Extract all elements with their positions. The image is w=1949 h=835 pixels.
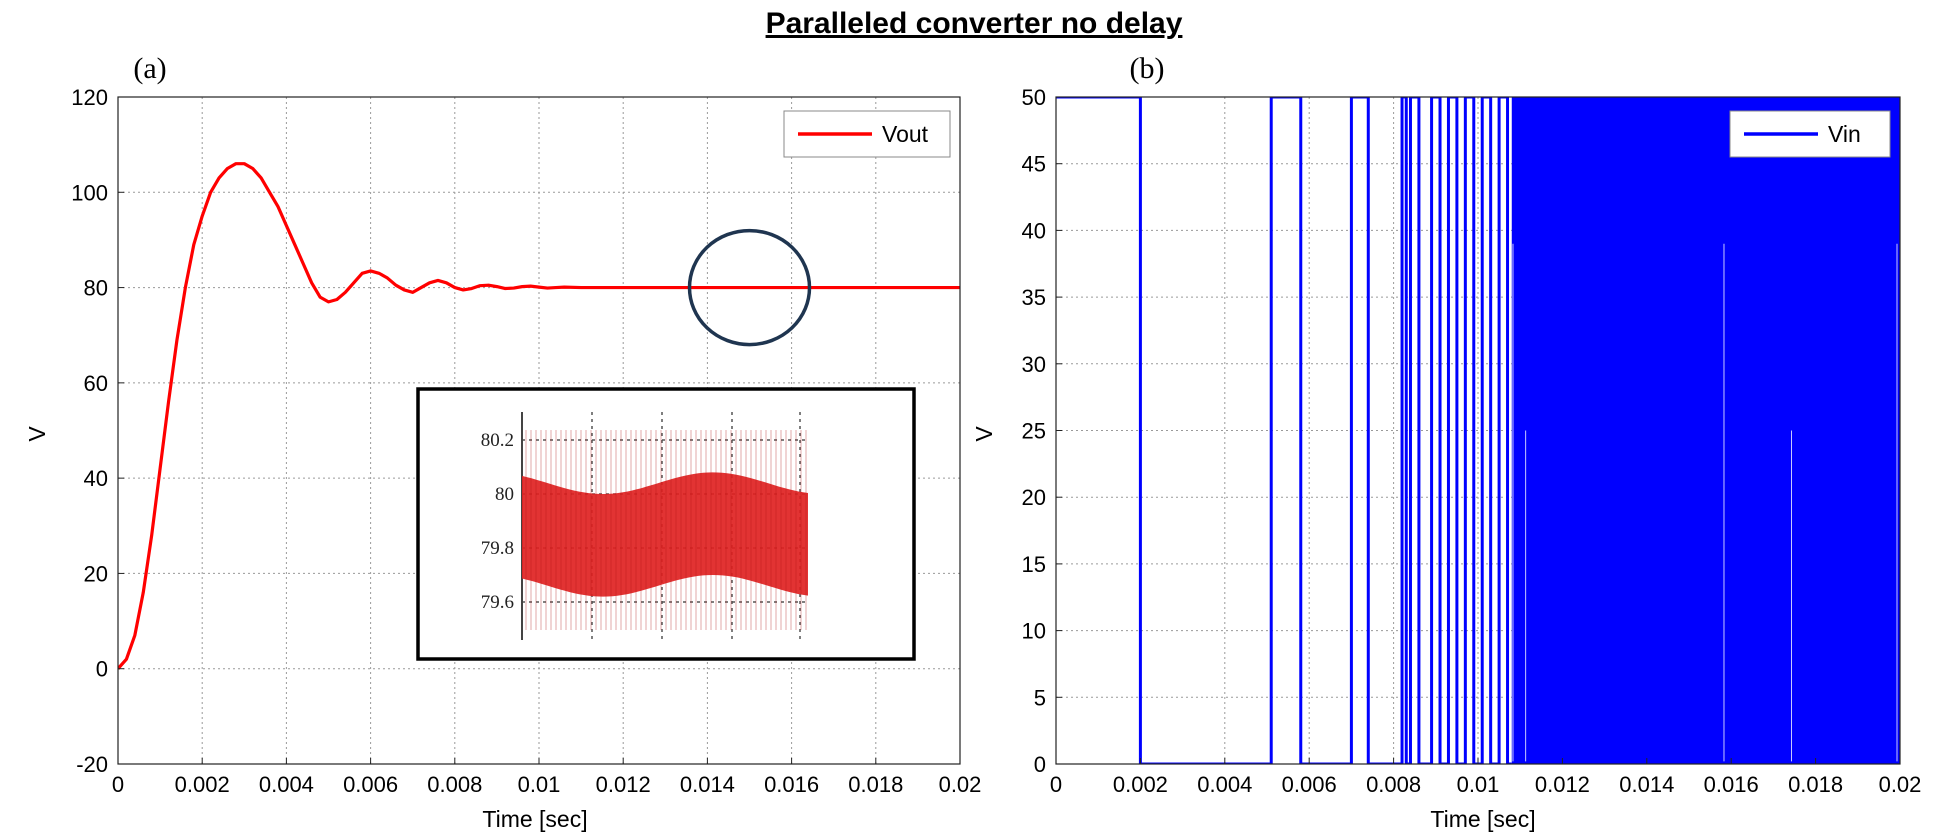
inset-y-tick-label: 80.2 [481, 430, 514, 451]
x-axis-label-a: Time [sec] [482, 806, 587, 832]
x-tick-label: 0 [112, 772, 124, 797]
y-tick-label: 80 [84, 276, 108, 301]
y-tick-label: 40 [1022, 218, 1046, 243]
panel-label-a: (a) [133, 52, 166, 85]
panel-label-b: (b) [1130, 52, 1165, 85]
plot-area-b [1056, 97, 1900, 764]
x-tick-label: 0.01 [1457, 772, 1500, 797]
y-tick-label: 0 [96, 657, 108, 682]
x-tick-label: 0.008 [1366, 772, 1421, 797]
y-tick-label: 15 [1022, 552, 1046, 577]
inset-y-tick-label: 79.8 [481, 538, 514, 559]
x-tick-label: 0.018 [848, 772, 903, 797]
plot-area-a [118, 162, 960, 670]
inset-ripple-band [522, 472, 808, 597]
legend-label-b: Vin [1828, 121, 1861, 147]
x-tick-label: 0.006 [343, 772, 398, 797]
x-tick-label: 0.016 [764, 772, 819, 797]
highlight-circle [687, 228, 812, 347]
chart-panel-a: (a) V Time [sec] 0 0.002 0.004 0.006 0.008 0.… [24, 52, 981, 832]
y-axis-label-a: V [24, 426, 50, 442]
zoom-inset: 80.2 80 79.8 79.6 [416, 387, 916, 661]
x-tick-label: 0.002 [175, 772, 230, 797]
x-tick-label: 0.008 [427, 772, 482, 797]
x-tick-label: 0.01 [518, 772, 561, 797]
series-line-vin [1056, 97, 1512, 764]
y-tick-label: 120 [71, 85, 108, 110]
x-axis-label-b: Time [sec] [1430, 806, 1535, 832]
x-tick-label: 0.002 [1113, 772, 1168, 797]
inset-y-tick-label: 79.6 [481, 592, 514, 613]
x-tick-label: 0 [1050, 772, 1062, 797]
y-tick-label: 25 [1022, 419, 1046, 444]
y-tick-label: 5 [1034, 685, 1046, 710]
y-tick-label: 35 [1022, 285, 1046, 310]
y-tick-label: 20 [84, 561, 108, 586]
x-tick-label: 0.018 [1788, 772, 1843, 797]
inset-y-tick-label: 80 [495, 484, 514, 505]
x-tick-label: 0.014 [1619, 772, 1674, 797]
y-tick-label: 20 [1022, 485, 1046, 510]
y-tick-label: -20 [76, 752, 108, 777]
x-tick-label: 0.014 [680, 772, 735, 797]
y-tick-label: 40 [84, 466, 108, 491]
y-axis-label-b: V [971, 426, 997, 442]
y-tick-label: 10 [1022, 619, 1046, 644]
x-tick-label: 0.02 [939, 772, 982, 797]
y-tick-label: 0 [1034, 752, 1046, 777]
x-tick-label: 0.02 [1879, 772, 1922, 797]
y-tick-label: 50 [1022, 85, 1046, 110]
series-vin-dense-switching [1511, 97, 1900, 764]
y-tick-label: 45 [1022, 152, 1046, 177]
series-line-vout [118, 162, 960, 670]
x-tick-label: 0.004 [1197, 772, 1252, 797]
x-tick-label: 0.012 [1535, 772, 1590, 797]
chart-panel-b: (b) V Time [sec] 0 0.002 0.004 0.006 0.008 0.… [971, 52, 1921, 832]
x-tick-label: 0.016 [1704, 772, 1759, 797]
figure-title: Paralleled converter no delay [766, 7, 1183, 40]
y-tick-label: 100 [71, 180, 108, 205]
x-tick-label: 0.012 [596, 772, 651, 797]
y-tick-label: 30 [1022, 352, 1046, 377]
y-tick-label: 60 [84, 371, 108, 396]
legend-label-a: Vout [882, 121, 929, 147]
x-tick-label: 0.004 [259, 772, 314, 797]
x-tick-label: 0.006 [1282, 772, 1337, 797]
